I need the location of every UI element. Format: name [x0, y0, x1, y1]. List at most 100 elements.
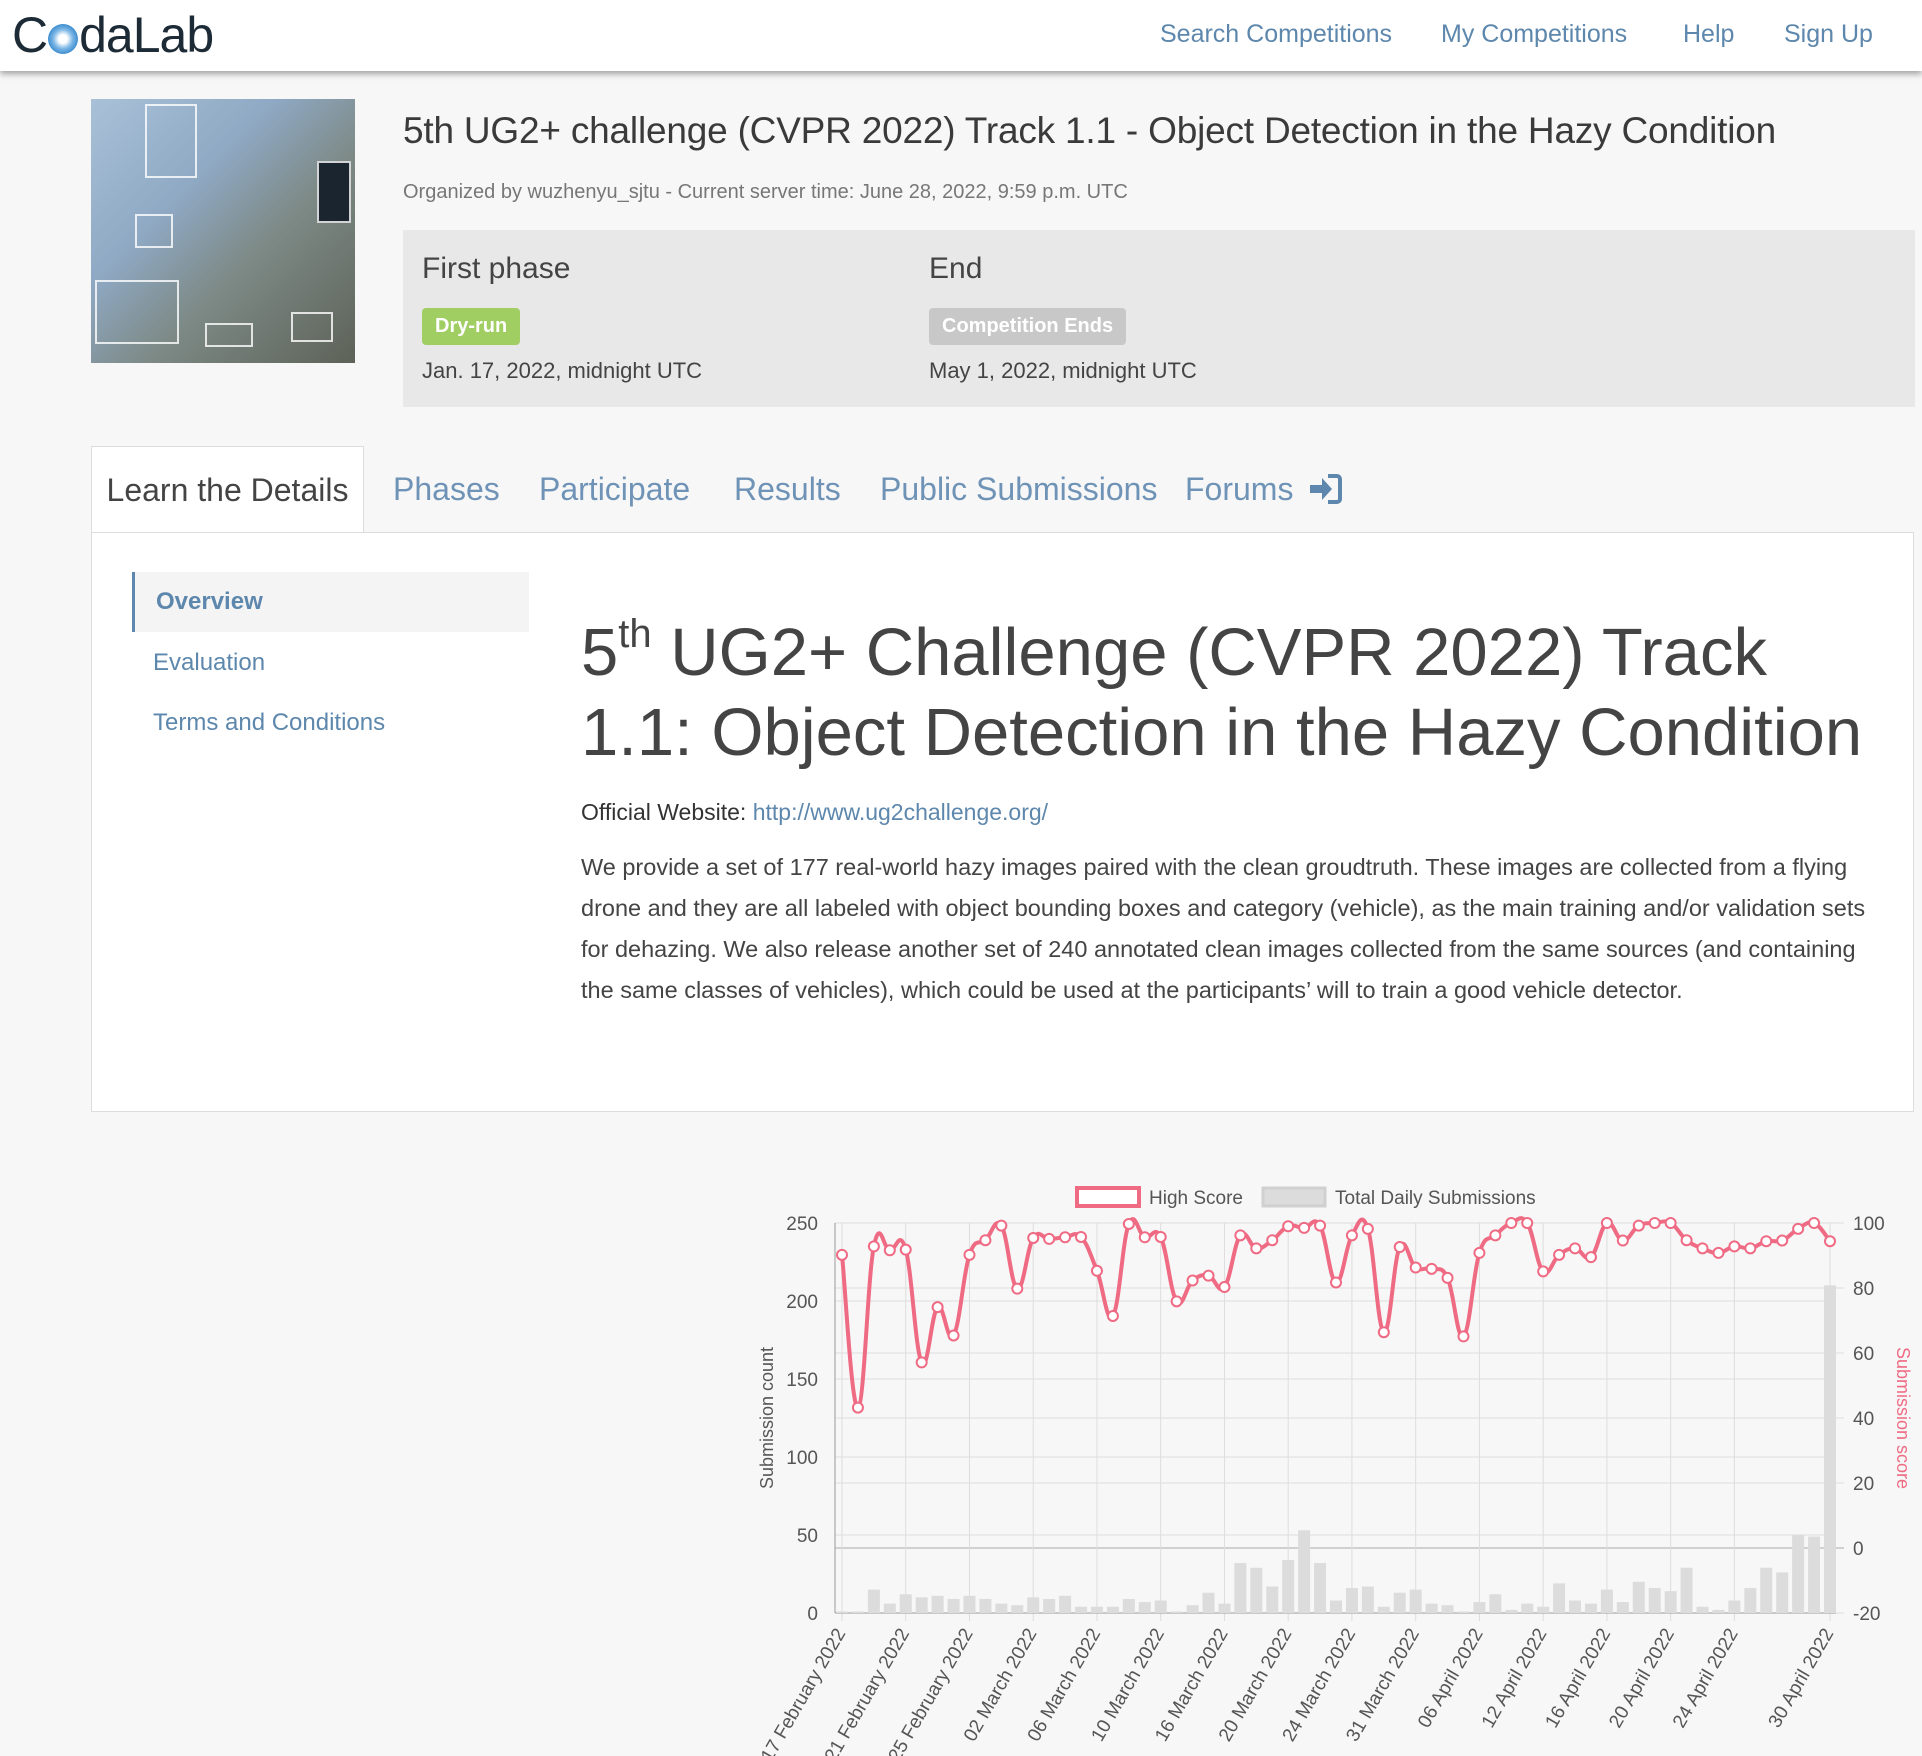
high-score-point: [1712, 1246, 1725, 1259]
high-score-point: [867, 1240, 880, 1253]
high-score-point: [1186, 1274, 1199, 1287]
submission-bar: [1075, 1606, 1088, 1613]
high-score-point: [1377, 1326, 1390, 1339]
high-score-point: [1425, 1262, 1438, 1275]
high-score-point: [836, 1248, 848, 1261]
submission-bar: [947, 1598, 960, 1613]
submission-bar: [1648, 1588, 1661, 1613]
phase-badge-competition-ends: Competition Ends: [929, 308, 1127, 345]
high-score-point: [1776, 1234, 1789, 1247]
submission-bar: [1154, 1600, 1167, 1613]
x-tick-label: 24 April 2022: [1669, 1625, 1743, 1732]
submission-bar: [1537, 1606, 1550, 1613]
tab-results[interactable]: Results: [734, 471, 841, 507]
high-score-point: [1696, 1242, 1709, 1255]
tab-phases[interactable]: Phases: [393, 471, 500, 507]
submission-bar: [1776, 1572, 1789, 1613]
submission-bar: [1521, 1603, 1534, 1613]
submission-bar: [1712, 1609, 1725, 1613]
high-score-point: [1632, 1219, 1645, 1232]
sidebar-item-terms[interactable]: Terms and Conditions: [153, 709, 386, 736]
y-tick-label-left: 100: [786, 1448, 818, 1469]
submission-bar: [963, 1595, 976, 1613]
submission-bar: [851, 1611, 864, 1613]
high-score-point: [1505, 1217, 1518, 1229]
official-website-link[interactable]: http://www.ug2challenge.org/: [752, 799, 1049, 825]
high-score-point: [1521, 1217, 1534, 1229]
submission-bar: [1616, 1602, 1629, 1613]
high-score-point: [1234, 1229, 1247, 1242]
submission-bar: [1441, 1605, 1454, 1613]
submission-bar: [1043, 1598, 1056, 1613]
high-score-point: [1792, 1222, 1805, 1235]
tab-public-submissions[interactable]: Public Submissions: [880, 471, 1158, 507]
submission-bar: [1361, 1586, 1374, 1613]
sidebar-item-overview[interactable]: Overview: [132, 572, 529, 632]
high-score-point: [947, 1329, 960, 1342]
legend-label-high-score: High Score: [1149, 1188, 1243, 1209]
y-tick-label-right: 100: [1853, 1214, 1885, 1235]
y-tick-label-right: 20: [1853, 1474, 1874, 1495]
nav-my-competitions[interactable]: My Competitions: [1441, 20, 1628, 48]
high-score-point: [1202, 1269, 1215, 1282]
x-tick-label: 30 April 2022: [1765, 1625, 1839, 1732]
y-tick-label-left: 200: [786, 1292, 818, 1313]
high-score-point: [1154, 1230, 1167, 1243]
high-score-point: [1011, 1282, 1024, 1295]
tab-learn-the-details[interactable]: Learn the Details: [91, 446, 364, 534]
high-score-point: [1569, 1242, 1582, 1255]
tab-participate[interactable]: Participate: [539, 471, 691, 507]
high-score-point: [1728, 1240, 1741, 1253]
sidebar-item-evaluation[interactable]: Evaluation: [153, 649, 266, 676]
submission-bar: [979, 1598, 992, 1613]
high-score-point: [1584, 1251, 1597, 1264]
submission-bar: [1298, 1530, 1311, 1613]
high-score-point: [851, 1401, 864, 1414]
y-tick-label-right: 40: [1853, 1409, 1874, 1430]
submission-bar: [1728, 1600, 1741, 1613]
submission-bar: [1824, 1285, 1836, 1613]
submission-bar: [883, 1603, 896, 1613]
nav-search-competitions[interactable]: Search Competitions: [1160, 20, 1393, 48]
x-tick-label: 12 April 2022: [1478, 1625, 1552, 1732]
high-score-point: [1106, 1309, 1119, 1322]
high-score-point: [1170, 1295, 1183, 1308]
logo-sphere-icon: [48, 24, 79, 54]
y-axis-label-right: Submission score: [1893, 1347, 1913, 1489]
high-score-point: [1808, 1217, 1821, 1229]
tab-forums[interactable]: Forums: [1185, 446, 1343, 532]
sign-in-icon: [1310, 474, 1343, 504]
submission-bar: [1345, 1588, 1358, 1613]
high-score-point: [1393, 1241, 1406, 1254]
x-tick-label: 06 April 2022: [1414, 1625, 1488, 1732]
x-tick-label: 16 April 2022: [1542, 1625, 1616, 1732]
nav-sign-up[interactable]: Sign Up: [1784, 20, 1873, 48]
competition-title: 5th UG2+ challenge (CVPR 2022) Track 1.1…: [403, 110, 1777, 151]
submission-bar: [1170, 1611, 1183, 1613]
high-score-point: [1760, 1235, 1773, 1248]
high-score-point: [979, 1234, 992, 1247]
x-tick-label: 20 April 2022: [1605, 1625, 1679, 1732]
high-score-point: [1027, 1231, 1040, 1244]
submission-bar: [1808, 1536, 1821, 1613]
submission-bar: [1489, 1594, 1502, 1613]
y-tick-label-right: 0: [1853, 1539, 1864, 1560]
high-score-point: [1043, 1232, 1056, 1245]
submission-bar: [1664, 1591, 1677, 1613]
phase-date: May 1, 2022, midnight UTC: [929, 358, 1197, 383]
y-tick-label-right: 80: [1853, 1279, 1874, 1300]
y-tick-label-left: 0: [807, 1604, 818, 1625]
high-score-point: [1298, 1221, 1311, 1234]
high-score-point: [1616, 1234, 1629, 1247]
high-score-point: [963, 1248, 976, 1261]
submission-bar: [1553, 1583, 1566, 1613]
submission-bar: [1202, 1592, 1215, 1613]
submission-bar: [1584, 1603, 1597, 1613]
high-score-point: [1600, 1217, 1613, 1229]
high-score-point: [1138, 1231, 1151, 1244]
nav-help[interactable]: Help: [1683, 20, 1735, 48]
overview-content: 5th UG2+ Challenge (CVPR 2022) Track 1.1…: [581, 533, 1881, 1051]
submission-bar: [899, 1594, 912, 1613]
